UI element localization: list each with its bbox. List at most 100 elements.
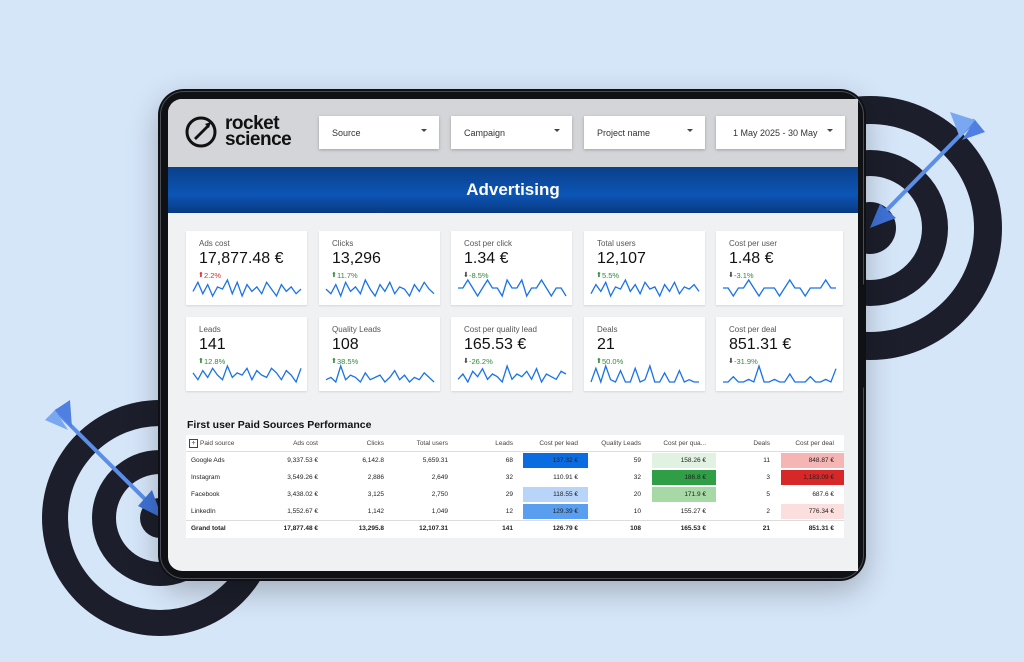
- heatmap-cell: [523, 470, 588, 485]
- column-header[interactable]: Cost per deal: [795, 440, 834, 447]
- table-cell: 186.8 €: [684, 474, 706, 481]
- table-cell: 129.39 €: [552, 508, 578, 515]
- brand-line-1: rocket: [225, 113, 280, 134]
- table-cell: 3,549.26 €: [287, 474, 318, 481]
- table-cell: Google Ads: [191, 457, 225, 464]
- sparkline-path: [458, 278, 567, 298]
- campaign-filter[interactable]: Campaign: [451, 116, 572, 149]
- table-cell: 110.91 €: [553, 474, 578, 481]
- table-cell: 32: [505, 474, 513, 481]
- date-range-filter[interactable]: 1 May 2025 - 30 May: [716, 116, 845, 149]
- source-filter[interactable]: Source: [319, 116, 439, 149]
- kpi-sparkline: [458, 278, 567, 298]
- chevron-down-icon: [827, 129, 833, 132]
- kpi-value: 1.34 €: [464, 250, 509, 267]
- table-cell: 12: [505, 508, 513, 515]
- table-cell: 171.9 €: [684, 491, 706, 498]
- arrow-up-icon: ⬆: [198, 358, 204, 365]
- kpi-sparkline: [192, 278, 302, 298]
- kpi-label: Cost per quality lead: [464, 325, 537, 334]
- column-header[interactable]: Deals: [753, 440, 770, 447]
- kpi-card: Total users 12,107 ⬆ 5.5%: [584, 231, 705, 305]
- column-header[interactable]: Paid source: [200, 440, 235, 447]
- table-cell: 155.27 €: [680, 508, 706, 515]
- kpi-delta-value: -26.2%: [469, 357, 493, 366]
- brand-line-2: science: [225, 129, 292, 150]
- table-cell: 1,142: [367, 508, 384, 515]
- table-cell: Grand total: [191, 525, 226, 532]
- kpi-delta-value: 11.7%: [337, 271, 358, 280]
- arrow-down-icon: ⬇: [728, 272, 734, 279]
- paid-sources-table: + Paid source Ads cost Clicks Total users Lea…: [186, 435, 844, 538]
- column-header[interactable]: Leads: [495, 440, 513, 447]
- column-header[interactable]: Cost per lead: [539, 440, 578, 447]
- kpi-delta-value: -31.9%: [734, 357, 758, 366]
- sparkline-path: [325, 278, 435, 298]
- brand-logo: rocket science: [185, 113, 305, 150]
- kpi-label: Leads: [199, 325, 221, 334]
- kpi-sparkline: [457, 363, 567, 384]
- column-header[interactable]: Clicks: [366, 440, 384, 447]
- add-dimension-icon[interactable]: +: [189, 439, 198, 448]
- table-header-row: + Paid source Ads cost Clicks Total users Lea…: [186, 435, 844, 452]
- column-header[interactable]: Ads cost: [293, 440, 318, 447]
- kpi-value: 1.48 €: [729, 250, 774, 267]
- table-cell: 851.31 €: [808, 525, 834, 532]
- source-filter-label: Source: [332, 128, 361, 138]
- project-name-filter[interactable]: Project name: [584, 116, 705, 149]
- kpi-card: Cost per quality lead 165.53 € ⬇ -26.2%: [451, 317, 572, 391]
- kpi-value: 17,877.48 €: [199, 250, 284, 267]
- table-cell: 687.6 €: [812, 491, 834, 498]
- sparkline-path: [723, 278, 836, 298]
- kpi-label: Cost per deal: [729, 325, 777, 334]
- kpi-label: Total users: [597, 239, 636, 248]
- kpi-delta: ⬇ -26.2%: [463, 357, 493, 366]
- table-cell: 68: [505, 457, 513, 464]
- arrow-down-icon: ⬇: [728, 358, 734, 365]
- table-cell: 3,438.02 €: [287, 491, 318, 498]
- table-cell: 2,649: [431, 474, 448, 481]
- section-banner: Advertising: [168, 167, 858, 213]
- arrow-left-icon: [45, 400, 162, 518]
- kpi-sparkline: [723, 363, 837, 383]
- kpi-delta: ⬇ -31.9%: [728, 357, 758, 366]
- table-cell: 10: [633, 508, 641, 515]
- kpi-value: 141: [199, 336, 226, 353]
- kpi-delta-value: -3.1%: [734, 271, 754, 280]
- column-header[interactable]: Total users: [416, 440, 448, 447]
- table-cell: 12,107.31: [419, 525, 448, 532]
- kpi-sparkline: [723, 278, 836, 298]
- arrow-up-icon: ⬆: [331, 272, 337, 279]
- table-cell: Facebook: [191, 491, 220, 498]
- kpi-card: Quality Leads 108 ⬆ 38.5%: [319, 317, 440, 391]
- heatmap-cell: [523, 453, 588, 468]
- kpi-delta-value: 2.2%: [204, 271, 222, 280]
- kpi-delta: ⬇ -8.5%: [463, 271, 489, 280]
- kpi-delta-value: 50.0%: [602, 357, 624, 366]
- arrow-up-icon: ⬆: [596, 272, 602, 279]
- heatmap-cell: [652, 487, 716, 502]
- kpi-label: Cost per user: [729, 239, 778, 248]
- rocket-logo-icon: [185, 116, 217, 148]
- column-header[interactable]: Cost per qua...: [663, 440, 706, 447]
- kpi-delta-value: 5.5%: [602, 271, 620, 280]
- table-cell: 2,886: [367, 474, 384, 481]
- heatmap-cell: [523, 487, 588, 502]
- header-divider: [186, 451, 844, 452]
- table-cell: 1,049: [431, 508, 448, 515]
- kpi-label: Cost per click: [464, 239, 513, 248]
- table-cell: Instagram: [191, 474, 220, 481]
- kpi-card: Cost per deal 851.31 € ⬇ -31.9%: [716, 317, 843, 391]
- table-title: First user Paid Sources Performance: [187, 419, 372, 431]
- table-row: LinkedIn 1,552.67 € 1,142 1,049 12 129.39 € 10…: [186, 503, 844, 520]
- kpi-value: 851.31 €: [729, 336, 792, 353]
- page-title: Advertising: [466, 180, 560, 199]
- kpi-delta-value: 12.8%: [204, 357, 226, 366]
- kpi-sparkline: [590, 278, 700, 298]
- table-cell: 126.79 €: [552, 525, 578, 532]
- project-name-filter-label: Project name: [597, 128, 651, 138]
- header-bar: rocket science Source Campaign Project na…: [168, 99, 858, 167]
- column-header[interactable]: Quality Leads: [601, 440, 641, 447]
- kpi-card: Cost per user 1.48 € ⬇ -3.1%: [716, 231, 843, 305]
- sparkline-path: [723, 363, 837, 383]
